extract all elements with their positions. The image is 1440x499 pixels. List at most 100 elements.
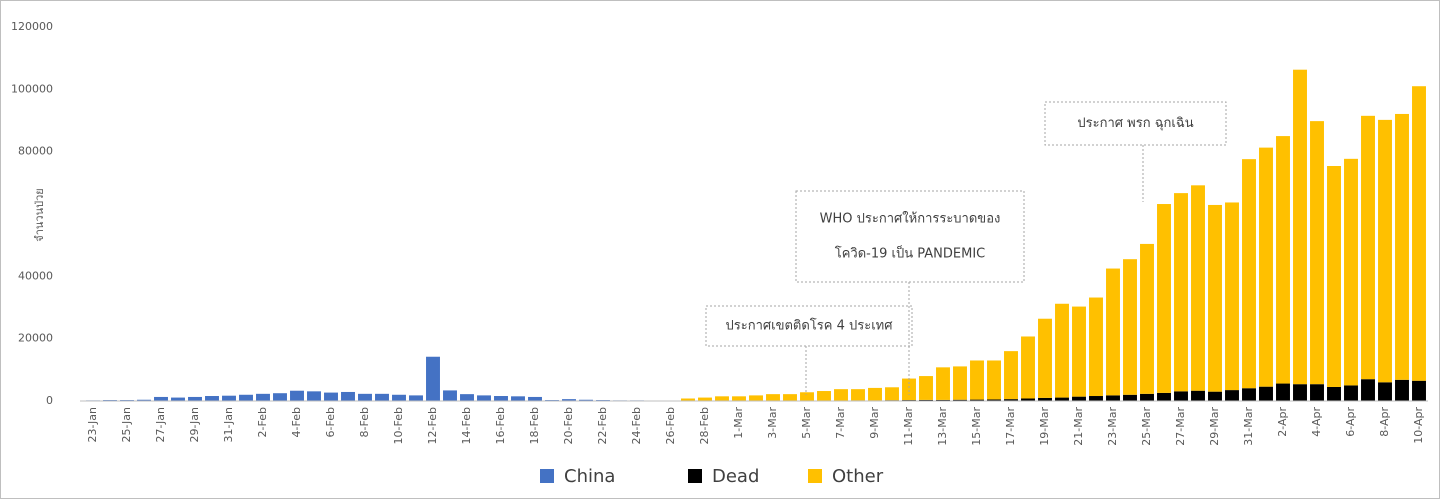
bar	[290, 390, 304, 401]
bar	[426, 356, 440, 401]
x-tick-label: 23-Mar	[1106, 407, 1119, 446]
bar	[494, 396, 508, 401]
x-tick-label: 2-Apr	[1276, 407, 1289, 437]
bar	[834, 389, 848, 401]
y-axis-title: จำนวนป่วย	[33, 188, 46, 241]
bar	[1395, 113, 1409, 380]
x-tick-label: 29-Jan	[188, 407, 201, 443]
bar	[562, 399, 576, 401]
bar	[1174, 391, 1188, 401]
x-tick-label: 16-Feb	[494, 407, 507, 444]
bar	[511, 396, 525, 401]
bar	[1208, 391, 1222, 401]
bar	[375, 393, 389, 401]
bar	[783, 394, 797, 401]
bar	[222, 395, 236, 401]
bar	[1004, 351, 1018, 400]
x-tick-label: 28-Feb	[698, 407, 711, 444]
legend-label: Other	[832, 466, 884, 487]
annotation-text: WHO ประกาศให้การระบาดของ	[820, 211, 1001, 227]
bar	[1242, 159, 1256, 389]
y-tick-label: 80000	[18, 145, 53, 158]
bar	[1412, 86, 1426, 381]
x-tick-label: 15-Mar	[970, 407, 983, 446]
x-tick-label: 7-Mar	[834, 407, 847, 439]
bar	[579, 399, 593, 401]
legend-label: China	[564, 466, 615, 487]
legend-swatch	[540, 469, 554, 483]
x-tick-label: 10-Apr	[1412, 407, 1425, 444]
x-tick-label: 27-Jan	[154, 407, 167, 443]
bar	[1310, 384, 1324, 401]
bar	[868, 387, 882, 401]
y-tick-label: 100000	[11, 82, 53, 95]
bar	[919, 376, 933, 400]
x-tick-label: 12-Feb	[426, 407, 439, 444]
bar	[273, 393, 287, 401]
bar	[970, 360, 984, 400]
x-tick-label: 26-Feb	[664, 407, 677, 444]
bar	[1072, 306, 1086, 397]
bar	[188, 396, 202, 401]
x-tick-label: 5-Mar	[800, 407, 813, 439]
bar	[1004, 399, 1018, 401]
bar	[1327, 166, 1341, 387]
bar	[885, 387, 899, 401]
bar	[1225, 202, 1239, 391]
bar	[902, 378, 916, 401]
bar	[1089, 297, 1103, 397]
bar	[1242, 388, 1256, 401]
bar	[1106, 395, 1120, 401]
bar	[409, 395, 423, 401]
legend-label: Dead	[712, 466, 759, 487]
bar	[324, 392, 338, 401]
bar	[239, 394, 253, 401]
bar	[1174, 193, 1188, 392]
bar	[1225, 390, 1239, 401]
bar	[732, 396, 746, 401]
bar	[1344, 158, 1358, 386]
y-tick-label: 40000	[18, 269, 53, 282]
annotation-text: ประกาศเขตติดโรค 4 ประเทศ	[726, 318, 894, 334]
bar	[1378, 382, 1392, 401]
bar	[987, 399, 1001, 401]
y-tick-label: 120000	[11, 20, 53, 33]
bar	[987, 360, 1001, 400]
x-tick-label: 11-Mar	[902, 407, 915, 446]
bar	[1038, 318, 1052, 398]
bar	[936, 367, 950, 400]
bar	[1412, 380, 1426, 401]
bar	[1072, 396, 1086, 401]
x-tick-label: 6-Feb	[324, 407, 337, 437]
annotation-box	[1044, 101, 1227, 146]
bar	[817, 391, 831, 401]
legend-swatch	[688, 469, 702, 483]
bar	[1327, 386, 1341, 401]
bar	[205, 396, 219, 401]
bar	[800, 392, 814, 401]
bar	[1395, 379, 1409, 401]
bar	[1055, 303, 1069, 398]
x-tick-label: 6-Apr	[1344, 407, 1357, 437]
bar	[1038, 397, 1052, 401]
x-tick-label: 3-Mar	[766, 407, 779, 439]
x-tick-label: 21-Mar	[1072, 407, 1085, 446]
bar	[936, 399, 950, 401]
x-tick-label: 24-Feb	[630, 407, 643, 444]
annotation-box	[705, 305, 913, 347]
annotation-text: โควิด-19 เป็น PANDEMIC	[835, 244, 985, 262]
x-tick-label: 19-Mar	[1038, 407, 1051, 446]
x-tick-label: 31-Mar	[1242, 407, 1255, 446]
x-tick-label: 25-Jan	[120, 407, 133, 443]
bar	[1259, 386, 1273, 401]
bar	[715, 396, 729, 401]
x-tick-label: 8-Apr	[1378, 407, 1391, 437]
bar	[1276, 136, 1290, 384]
bar	[1259, 147, 1273, 387]
bar	[1157, 392, 1171, 401]
bar	[1123, 259, 1137, 395]
x-tick-label: 31-Jan	[222, 407, 235, 443]
x-tick-label: 4-Feb	[290, 407, 303, 437]
